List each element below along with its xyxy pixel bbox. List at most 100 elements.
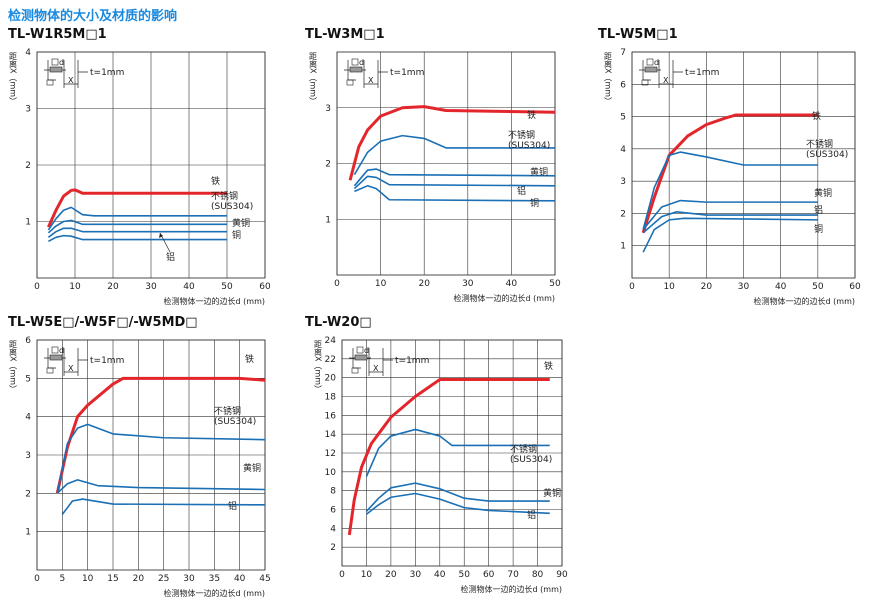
- y-tick-label: 4: [25, 48, 31, 58]
- page-title: 检测物体的大小及材质的影响: [8, 8, 177, 24]
- series-line: [353, 175, 556, 190]
- x-tick-label: 40: [234, 574, 246, 584]
- inset-label: X: [68, 76, 74, 85]
- y-tick-label: 4: [620, 145, 626, 155]
- x-tick-label: 20: [385, 570, 397, 580]
- y-axis-label: 距离X（mm）: [309, 52, 318, 105]
- x-tick-label: 30: [462, 279, 474, 289]
- inset-box: [51, 58, 59, 66]
- y-tick-label: 4: [25, 413, 31, 423]
- inset-label: X: [368, 76, 374, 85]
- y-tick-label: 18: [325, 393, 337, 403]
- series-line: [642, 199, 818, 231]
- x-tick-label: 15: [107, 574, 118, 584]
- series-line: [365, 428, 550, 477]
- series-label: 铁: [544, 362, 554, 372]
- pointer-head: [159, 233, 163, 238]
- y-tick-label: 3: [325, 104, 331, 114]
- y-tick-label: 8: [330, 487, 336, 497]
- inset-label: t=1mm: [390, 68, 424, 78]
- x-tick-label: 60: [483, 570, 495, 580]
- y-tick-label: 6: [620, 80, 626, 90]
- x-tick-label: 40: [183, 282, 195, 292]
- series-line: [47, 219, 227, 234]
- inset-label: X: [373, 364, 379, 373]
- y-tick-label: 2: [330, 543, 336, 553]
- y-tick-label: 3: [25, 105, 31, 115]
- inset-sensor: [46, 367, 54, 374]
- x-tick-label: 10: [375, 279, 387, 289]
- x-tick-label: 5: [59, 574, 65, 584]
- series-line: [642, 211, 818, 234]
- series-label: 不锈钢 (SUS304): [510, 445, 553, 465]
- inset-box: [51, 346, 59, 354]
- series-label: 黄铜: [530, 168, 549, 178]
- series-label: 不锈钢 (SUS304): [211, 192, 254, 212]
- series-line: [641, 113, 818, 234]
- series-label: 铝: [228, 502, 238, 512]
- inset-label: t=1mm: [90, 68, 124, 78]
- y-tick-label: 2: [325, 160, 331, 170]
- inset-sensor: [346, 79, 354, 86]
- x-tick-label: 35: [209, 574, 220, 584]
- x-tick-label: 50: [458, 570, 470, 580]
- x-tick-label: 40: [434, 570, 446, 580]
- series-line: [365, 492, 550, 515]
- series-line: [354, 185, 556, 202]
- series-label: 不锈钢 (SUS304): [806, 140, 849, 160]
- y-tick-label: 7: [620, 48, 626, 58]
- series-label: 铝: [814, 206, 824, 216]
- x-tick-label: 10: [663, 282, 675, 292]
- y-tick-label: 20: [325, 374, 337, 384]
- series-line: [365, 482, 550, 512]
- series-line: [642, 151, 818, 230]
- x-tick-label: 0: [339, 570, 345, 580]
- x-tick-label: 45: [259, 574, 270, 584]
- x-tick-label: 30: [410, 570, 422, 580]
- x-tick-label: 0: [334, 279, 340, 289]
- x-tick-label: 90: [556, 570, 568, 580]
- series-label: 黄铜: [243, 464, 262, 474]
- x-tick-label: 40: [506, 279, 518, 289]
- chart-title: TL-W20□: [305, 315, 372, 330]
- x-tick-label: 80: [532, 570, 544, 580]
- x-axis-label: 检测物体一边的边长d (mm): [461, 584, 562, 594]
- series-label: 铜: [814, 225, 824, 235]
- inset-box: [356, 346, 364, 354]
- y-tick-label: 4: [330, 524, 336, 534]
- y-tick-label: 3: [25, 451, 31, 461]
- y-tick-label: 14: [325, 430, 337, 440]
- series-label: 黄铜: [543, 489, 562, 499]
- series-label: 不锈钢 (SUS304): [508, 131, 551, 151]
- x-tick-label: 10: [361, 570, 373, 580]
- series-line: [47, 206, 227, 231]
- y-tick-label: 12: [325, 449, 336, 459]
- series-label: 铝: [517, 187, 527, 197]
- chart-title: TL-W1R5M□1: [8, 27, 107, 42]
- inset-sensor: [46, 79, 54, 86]
- y-tick-label: 22: [325, 355, 336, 365]
- inset-target: [49, 66, 63, 73]
- chart-title: TL-W5M□1: [598, 27, 678, 42]
- inset-label: t=1mm: [90, 356, 124, 366]
- y-axis-label: 距离X（mm）: [604, 52, 613, 105]
- x-tick-label: 30: [183, 574, 195, 584]
- series-label: 黄铜: [814, 189, 833, 199]
- x-tick-label: 40: [775, 282, 787, 292]
- series-line: [55, 376, 266, 494]
- series-line: [353, 168, 556, 187]
- series-line: [61, 498, 266, 515]
- x-axis-label: 检测物体一边的边长d (mm): [164, 296, 265, 306]
- inset-sketch: [344, 60, 388, 88]
- y-tick-label: 3: [620, 177, 626, 187]
- series-line: [347, 378, 550, 536]
- x-tick-label: 10: [82, 574, 94, 584]
- inset-target: [49, 354, 63, 361]
- y-tick-label: 1: [25, 218, 31, 228]
- inset-label: X: [663, 76, 669, 85]
- y-tick-label: 1: [325, 215, 331, 225]
- x-tick-label: 50: [549, 279, 561, 289]
- series-label: 铜: [530, 199, 540, 209]
